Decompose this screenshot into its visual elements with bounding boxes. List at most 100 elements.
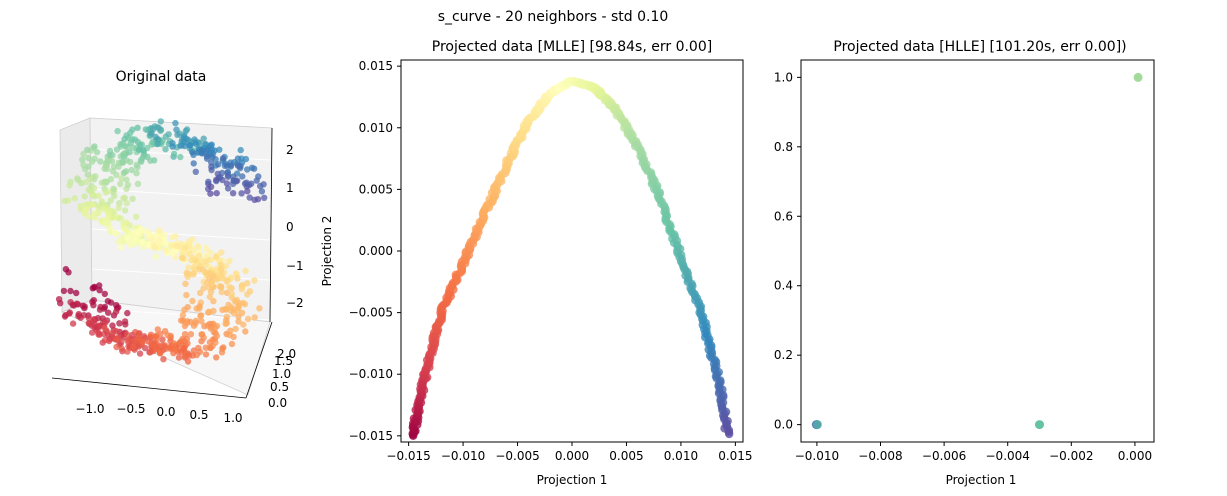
- data-point: [208, 166, 215, 174]
- data-point: [162, 146, 169, 153]
- x-tick-label: 0.010: [664, 449, 698, 463]
- data-point: [157, 349, 164, 356]
- data-point: [137, 226, 145, 233]
- data-point: [107, 197, 114, 204]
- data-point: [173, 242, 180, 250]
- data-point: [120, 153, 128, 160]
- data-point: [102, 178, 109, 185]
- data-point: [101, 290, 109, 298]
- x-tick-label: 0.5: [189, 408, 208, 422]
- data-point: [179, 255, 186, 262]
- data-point: [223, 262, 230, 270]
- data-point: [170, 150, 178, 158]
- data-point: [202, 244, 210, 252]
- data-point: [182, 353, 189, 360]
- data-point: [256, 305, 263, 312]
- grid-line: [91, 228, 271, 241]
- data-point: [152, 345, 159, 353]
- data-point: [216, 146, 223, 153]
- data-point: [134, 124, 141, 131]
- data-point: [197, 289, 204, 297]
- y-tick-label: −0.015: [349, 429, 393, 443]
- y-axis-line: [245, 321, 273, 399]
- data-point: [205, 308, 213, 315]
- data-point: [129, 144, 137, 151]
- data-point: [82, 178, 90, 186]
- y-tick-label: 0.010: [359, 121, 393, 135]
- data-point: [139, 238, 146, 246]
- z-tick-label: 0: [286, 220, 294, 234]
- data-point: [213, 190, 220, 197]
- x-tick-label: 1.0: [223, 411, 242, 425]
- data-point: [117, 180, 124, 188]
- data-point: [232, 270, 240, 277]
- data-point: [134, 138, 141, 146]
- data-point: [124, 309, 131, 317]
- data-point: [205, 178, 212, 185]
- data-point: [118, 175, 125, 182]
- x-tick-label: −0.008: [858, 449, 902, 463]
- data-point: [95, 192, 103, 199]
- data-point: [243, 179, 250, 186]
- z-tick-label: −2: [286, 296, 304, 310]
- grid-line: [91, 188, 271, 201]
- data-point: [207, 190, 214, 197]
- x-tick-label: −0.002: [1049, 449, 1093, 463]
- data-point: [226, 283, 233, 291]
- data-point: [179, 311, 187, 319]
- data-point: [111, 229, 119, 236]
- data-point: [207, 183, 215, 190]
- data-point: [190, 160, 197, 167]
- x-tick-label: −0.5: [116, 402, 145, 416]
- data-point: [146, 229, 153, 236]
- panel-hlle: Projected data [HLLE] [101.20s, err 0.00…: [774, 39, 1155, 487]
- data-point: [198, 318, 205, 325]
- data-point: [239, 173, 246, 180]
- data-point: [115, 163, 122, 170]
- data-point: [181, 331, 189, 338]
- data-point: [235, 318, 242, 325]
- data-point: [187, 331, 195, 338]
- data-point: [212, 339, 219, 346]
- z-tick-label: 1: [286, 181, 294, 195]
- data-point: [234, 275, 241, 282]
- data-point: [206, 320, 213, 328]
- data-point: [176, 339, 183, 347]
- data-point: [148, 340, 155, 347]
- data-point: [121, 135, 128, 143]
- data-point: [97, 158, 104, 165]
- data-point: [202, 258, 209, 265]
- y-tick-label: 0.005: [359, 182, 393, 196]
- y-tick-label: −0.010: [349, 367, 393, 381]
- panel3-title: Projected data [HLLE] [101.20s, err 0.00…: [833, 39, 1126, 55]
- data-point: [178, 241, 185, 248]
- data-point: [55, 296, 63, 303]
- data-point: [251, 314, 258, 321]
- data-point: [66, 310, 73, 317]
- data-point: [189, 254, 197, 261]
- panel2-frame: [400, 59, 744, 443]
- data-point: [210, 297, 217, 305]
- data-point: [194, 243, 201, 250]
- data-point: [168, 242, 175, 249]
- data-point: [240, 321, 247, 328]
- data-point: [202, 351, 210, 358]
- y-tick-label: −0.005: [349, 306, 393, 320]
- data-point: [116, 200, 123, 207]
- data-point: [213, 176, 220, 184]
- data-point: [122, 168, 130, 175]
- data-point: [96, 282, 103, 289]
- data-point: [102, 189, 110, 196]
- data-point: [113, 308, 120, 315]
- data-point: [222, 305, 229, 313]
- data-point: [111, 192, 118, 200]
- data-point: [185, 238, 193, 245]
- data-point: [207, 256, 214, 263]
- data-point: [102, 219, 109, 226]
- data-point: [67, 287, 74, 295]
- data-point: [81, 193, 88, 200]
- data-point: [152, 253, 159, 260]
- data-point: [100, 330, 108, 338]
- data-point: [104, 165, 111, 173]
